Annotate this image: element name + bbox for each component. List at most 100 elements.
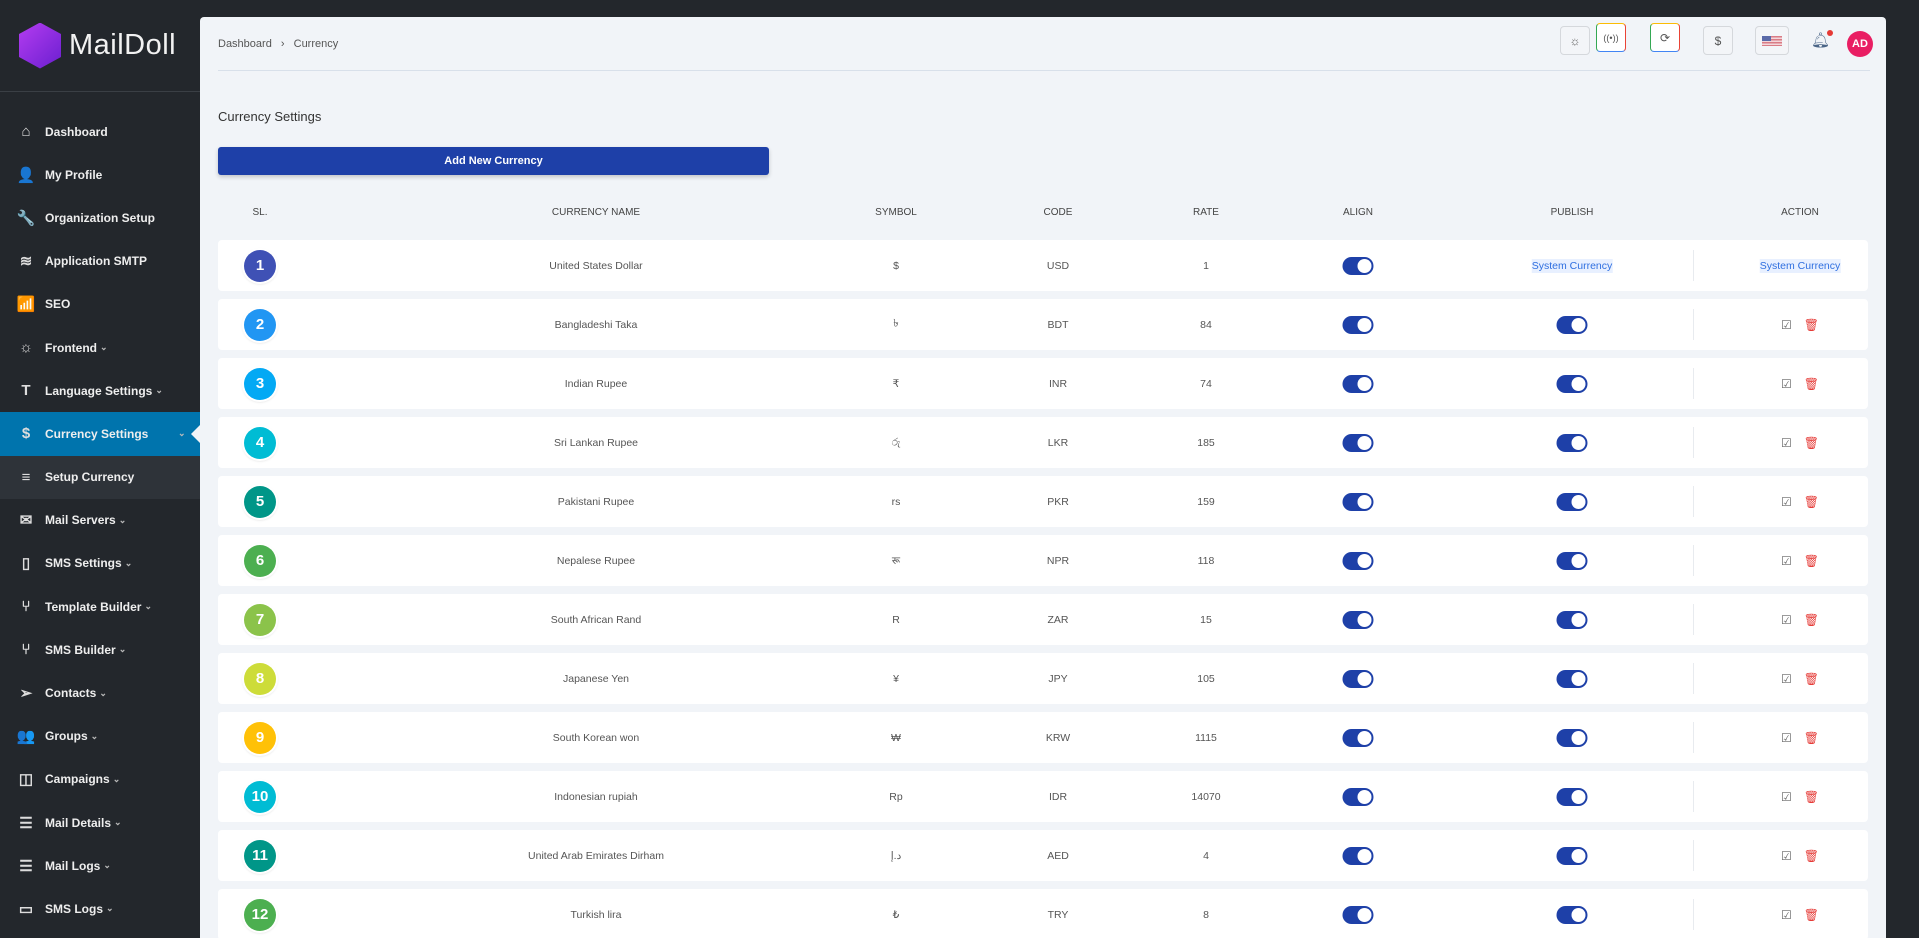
align-toggle[interactable]	[1342, 610, 1374, 629]
edit-icon[interactable]: ☑	[1781, 435, 1792, 450]
sidebar-item-setup-currency[interactable]: ≡ Setup Currency	[0, 455, 200, 499]
broadcast-button[interactable]: ((•))	[1596, 23, 1626, 52]
publish-toggle[interactable]	[1556, 374, 1588, 393]
align-toggle[interactable]	[1342, 846, 1374, 865]
delete-icon[interactable]: 🗑︎	[1803, 612, 1819, 627]
cell: ₺	[893, 909, 900, 921]
publish-toggle[interactable]	[1556, 728, 1588, 747]
sidebar-item-campaigns[interactable]: ◫ Campaigns ⌄	[0, 758, 200, 801]
table-row: 1 United States Dollar $ USD 1 System Currenc…	[218, 240, 1868, 291]
mail-icon: ✉	[19, 512, 33, 530]
align-toggle[interactable]	[1342, 551, 1374, 570]
align-toggle[interactable]	[1342, 492, 1374, 511]
sidebar-item-groups[interactable]: 👥 Groups ⌄	[0, 715, 200, 758]
serial-badge: 5	[244, 485, 276, 518]
currency-symbol: ৳	[893, 317, 899, 329]
sidebar-item-organization-setup[interactable]: 🔧 Organization Setup	[0, 196, 200, 239]
edit-icon[interactable]: ☑	[1781, 789, 1792, 804]
language-button[interactable]	[1755, 26, 1789, 55]
edit-icon[interactable]: ☑	[1781, 730, 1792, 745]
sidebar-item-mail-servers[interactable]: ✉ Mail Servers ⌄	[0, 499, 200, 542]
avatar[interactable]: AD	[1847, 31, 1873, 57]
sidebar-item-application-smtp[interactable]: ≋ Application SMTP	[0, 240, 200, 283]
publish-toggle[interactable]	[1556, 846, 1588, 865]
currency-name: Bangladeshi Taka	[554, 318, 638, 331]
brand-name: MailDoll	[69, 29, 177, 61]
align-toggle[interactable]	[1342, 315, 1374, 334]
currency-rate: 8	[1203, 908, 1209, 921]
delete-icon[interactable]: 🗑︎	[1803, 317, 1819, 332]
sidebar-item-sms-builder[interactable]: ⑂ SMS Builder ⌄	[0, 628, 200, 671]
delete-icon[interactable]: 🗑︎	[1803, 907, 1819, 922]
git-pull-icon: ⑂	[21, 598, 31, 616]
edit-icon[interactable]: ☑	[1781, 376, 1792, 391]
sidebar-item-contacts[interactable]: ➢ Contacts ⌄	[0, 671, 200, 714]
breadcrumb-dashboard[interactable]: Dashboard	[218, 38, 272, 50]
edit-icon[interactable]: ☑	[1781, 317, 1792, 332]
publish-toggle[interactable]	[1556, 610, 1588, 629]
edit-icon[interactable]: ☑	[1781, 907, 1792, 922]
publish-toggle[interactable]	[1556, 669, 1588, 688]
sidebar-item-currency-settings[interactable]: $ Currency Settings ⌄	[0, 412, 200, 456]
sidebar-item-template-builder[interactable]: ⑂ Template Builder ⌄	[0, 585, 200, 628]
edit-icon[interactable]: ☑	[1781, 671, 1792, 686]
currency-button[interactable]: $	[1703, 26, 1733, 55]
align-toggle[interactable]	[1342, 728, 1374, 747]
sidebar-item-sms-settings[interactable]: ▯ SMS Settings ⌄	[0, 542, 200, 585]
sidebar-item-mail-logs[interactable]: ☰ Mail Logs ⌄	[0, 844, 200, 887]
delete-icon[interactable]: 🗑︎	[1803, 848, 1819, 863]
edit-icon[interactable]: ☑	[1781, 848, 1792, 863]
refresh-button[interactable]: ⟳	[1650, 23, 1680, 52]
currency-symbol: ₺	[892, 908, 900, 921]
cell: ☑ 🗑︎	[1781, 908, 1819, 922]
publish-toggle[interactable]	[1556, 492, 1588, 511]
sidebar-item-mail-details[interactable]: ☰ Mail Details ⌄	[0, 801, 200, 844]
logo[interactable]: MailDoll	[0, 0, 200, 92]
align-toggle[interactable]	[1342, 669, 1374, 688]
delete-icon[interactable]: 🗑︎	[1803, 730, 1819, 745]
row-actions: ☑ 🗑︎	[1781, 495, 1819, 509]
cell	[1342, 374, 1374, 393]
align-toggle[interactable]	[1342, 787, 1374, 806]
delete-icon[interactable]: 🗑︎	[1803, 671, 1819, 686]
row-actions: ☑ 🗑︎	[1781, 672, 1819, 686]
align-toggle[interactable]	[1342, 374, 1374, 393]
theme-toggle-button[interactable]: ☼	[1560, 26, 1590, 55]
align-toggle[interactable]	[1342, 433, 1374, 452]
cell	[1556, 905, 1588, 924]
sidebar-item-frontend[interactable]: ☼ Frontend ⌄	[0, 326, 200, 369]
publish-toggle[interactable]	[1556, 905, 1588, 924]
currency-code: KRW	[1045, 731, 1071, 744]
cell: ৳	[893, 316, 898, 333]
delete-icon[interactable]: 🗑︎	[1803, 494, 1819, 509]
sidebar-item-sms-logs[interactable]: ▭ SMS Logs ⌄	[0, 887, 200, 930]
delete-icon[interactable]: 🗑︎	[1803, 553, 1819, 568]
delete-icon[interactable]: 🗑︎	[1803, 376, 1819, 391]
columns-icon: ◫	[18, 771, 34, 789]
edit-icon[interactable]: ☑	[1781, 612, 1792, 627]
notification-button[interactable]: 🔔︎	[1811, 30, 1834, 49]
publish-toggle[interactable]	[1556, 433, 1588, 452]
chevron-down-icon: ⌄	[118, 644, 127, 655]
edit-icon[interactable]: ☑	[1781, 553, 1792, 568]
chevron-down-icon: ⌄	[155, 385, 163, 396]
align-toggle[interactable]	[1342, 905, 1374, 924]
delete-icon[interactable]: 🗑︎	[1803, 435, 1819, 450]
currency-rate: 4	[1203, 849, 1209, 862]
publish-toggle[interactable]	[1556, 315, 1588, 334]
cell: NPR	[1047, 555, 1069, 567]
publish-toggle[interactable]	[1556, 551, 1588, 570]
delete-icon[interactable]: 🗑︎	[1803, 789, 1819, 804]
add-new-currency-button[interactable]: Add New Currency	[218, 147, 769, 175]
sidebar-item-language-settings[interactable]: T Language Settings ⌄	[0, 369, 200, 412]
cell: 74	[1200, 378, 1212, 390]
edit-icon[interactable]: ☑	[1781, 494, 1792, 509]
sidebar-item-my-profile[interactable]: 👤 My Profile	[0, 153, 200, 196]
cell: KRW	[1046, 732, 1070, 744]
publish-toggle[interactable]	[1556, 787, 1588, 806]
maildoll-logo-icon	[19, 22, 61, 69]
currency-symbol: R	[892, 613, 900, 626]
sidebar-item-dashboard[interactable]: ⌂ Dashboard	[0, 110, 200, 153]
sidebar-item-seo[interactable]: 📶 SEO	[0, 283, 200, 326]
align-toggle[interactable]	[1342, 256, 1374, 275]
